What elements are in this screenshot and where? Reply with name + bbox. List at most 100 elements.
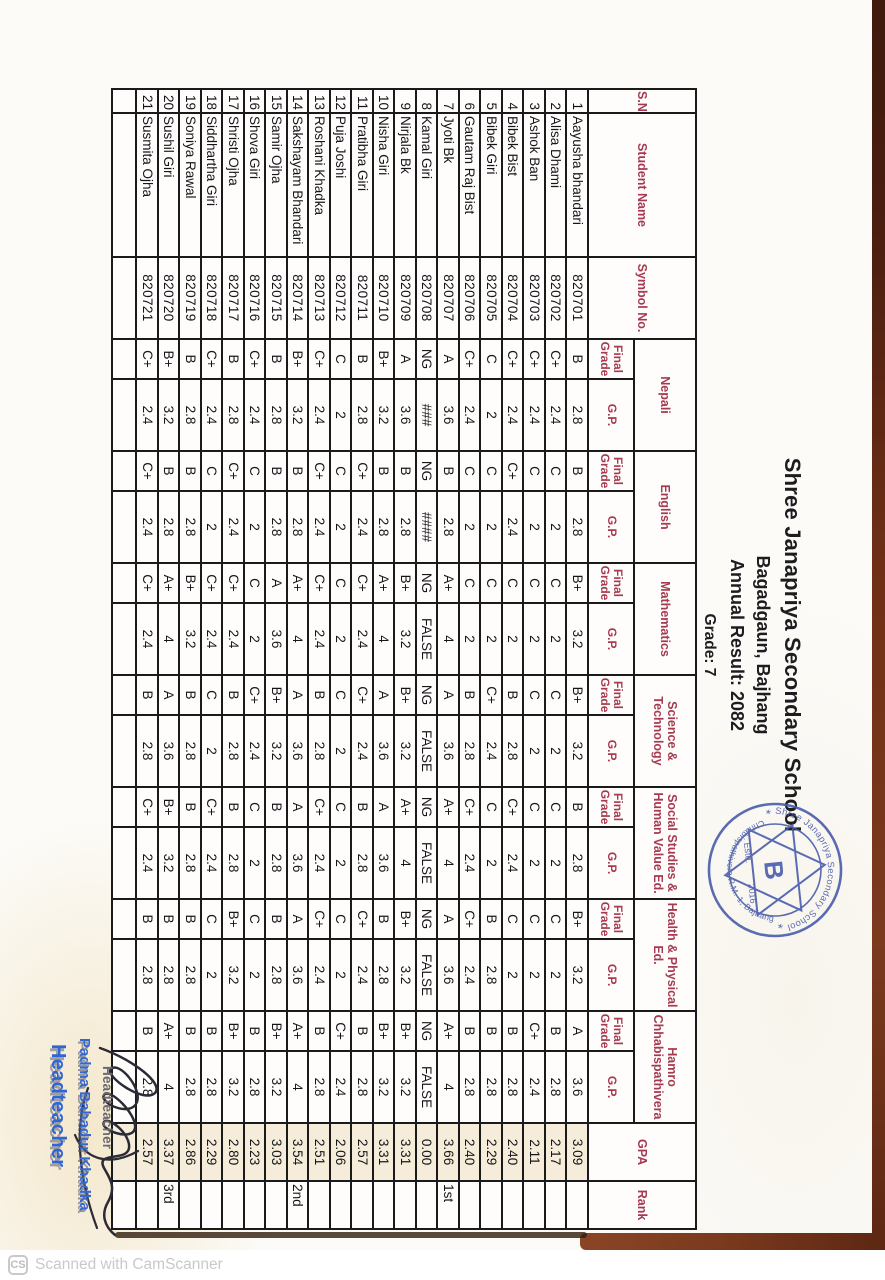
final-grade-cell: B+	[158, 339, 180, 379]
gp-cell: 2.4	[244, 379, 266, 452]
student-row: 13 Roshani Khadka 820713 C+ 2.4 C+ 2.4 C+ 2.4 B 2.…	[308, 89, 330, 1230]
gp-cell: 2.8	[179, 715, 201, 788]
final-grade-cell: B	[545, 1011, 567, 1052]
final-grade-cell: C	[244, 787, 266, 828]
student-row: 7 Jyoti Bk 820707 A 3.6 B 2.8 A+ 4 A 3.6 A+ 4 A 3.6 A+ 4…	[437, 89, 459, 1230]
symbol-no-cell: 820701	[566, 257, 588, 339]
final-grade-cell: B	[502, 1011, 524, 1052]
gp-cell: 2.4	[308, 603, 330, 676]
sn-cell: 11	[351, 89, 373, 113]
student-name-cell: Pratibha Giri	[351, 113, 373, 257]
camscanner-watermark-text: Scanned with CamScanner	[35, 1256, 223, 1273]
gp-cell: 2.8	[308, 715, 330, 788]
final-grade-cell: B	[136, 899, 158, 940]
gp-cell: 2.4	[459, 827, 481, 900]
final-grade-cell: C	[201, 451, 223, 492]
gp-cell: 2.4	[502, 491, 524, 564]
gp-cell: 4	[437, 827, 459, 900]
gpa-cell: 2.17	[545, 1123, 567, 1182]
results-table: S.N. Student Name Symbol No. Nepali English M…	[111, 88, 697, 1231]
final-grade-cell: C+	[308, 563, 330, 604]
header-final-grade: Final Grade	[588, 675, 634, 716]
final-grade-cell: B	[201, 1011, 223, 1052]
final-grade-cell: C	[545, 787, 567, 828]
gp-cell: 2	[201, 939, 223, 1012]
final-grade-cell: NG	[416, 1011, 438, 1052]
gp-cell: 2.8	[136, 715, 158, 788]
gp-cell: 2.8	[222, 827, 244, 900]
gp-cell: FALSE	[416, 827, 438, 900]
final-grade-cell: A	[287, 787, 309, 828]
final-grade-cell: A+	[437, 787, 459, 828]
header-gp: G.P.	[588, 715, 634, 788]
gp-cell: 2.4	[136, 603, 158, 676]
student-name-cell: Jyoti Bk	[437, 113, 459, 257]
sn-cell: 4	[502, 89, 524, 113]
final-grade-cell: C+	[136, 563, 158, 604]
gp-cell: 2.8	[179, 491, 201, 564]
symbol-no-cell: 820718	[201, 257, 223, 339]
final-grade-cell: C+	[459, 787, 481, 828]
student-name-cell: Siddhartha Giri	[201, 113, 223, 257]
camscanner-logo-icon: CS	[8, 1255, 28, 1275]
final-grade-cell: B	[373, 451, 395, 492]
gp-cell: 4	[287, 603, 309, 676]
final-grade-cell: B	[179, 339, 201, 379]
gp-cell: 2.8	[244, 1051, 266, 1124]
student-name-cell: Soniya Rawal	[179, 113, 201, 257]
gp-cell: 2.8	[459, 1051, 481, 1124]
rank-cell: 2nd	[287, 1181, 309, 1230]
gp-cell: 2	[502, 939, 524, 1012]
gp-cell: ####	[416, 491, 438, 564]
sn-cell: 1	[566, 89, 588, 113]
final-grade-cell: B+	[373, 1011, 395, 1052]
empty-cell	[112, 563, 137, 604]
gp-cell: 3.2	[265, 715, 287, 788]
rank-cell	[373, 1181, 395, 1230]
final-grade-cell: B+	[265, 1011, 287, 1052]
student-name-cell: Aayusha bhandari	[566, 113, 588, 257]
gp-cell: 2.8	[502, 1051, 524, 1124]
gp-cell: 2.8	[502, 715, 524, 788]
final-grade-cell: B	[351, 787, 373, 828]
gp-cell: 2.4	[480, 715, 502, 788]
gp-cell: 4	[437, 1051, 459, 1124]
final-grade-cell: C	[480, 563, 502, 604]
gp-cell: 4	[394, 827, 416, 900]
gp-cell: 3.2	[158, 827, 180, 900]
final-grade-cell: B	[566, 339, 588, 379]
empty-cell	[112, 451, 137, 492]
student-name-cell: Ashok Ban	[523, 113, 545, 257]
gpa-cell: 2.40	[459, 1123, 481, 1182]
gp-cell: 3.6	[158, 715, 180, 788]
final-grade-cell: A	[437, 899, 459, 940]
gp-cell: 3.2	[394, 603, 416, 676]
empty-cell	[112, 257, 137, 339]
school-stamp-seal: Shree Janapriya Secondary School Chhabis…	[707, 800, 842, 938]
final-grade-cell: C+	[330, 1011, 352, 1052]
gp-cell: 2	[330, 379, 352, 452]
gp-cell: 2.8	[373, 491, 395, 564]
student-name-cell: Susmita Ojha	[136, 113, 158, 257]
gp-cell: 3.2	[566, 603, 588, 676]
final-grade-cell: B	[351, 1011, 373, 1052]
final-grade-cell: NG	[416, 451, 438, 492]
final-grade-cell: C+	[502, 787, 524, 828]
gpa-cell: 2.51	[308, 1123, 330, 1182]
final-grade-cell: C+	[351, 899, 373, 940]
gp-cell: 2.8	[179, 939, 201, 1012]
final-grade-cell: A	[566, 1011, 588, 1052]
header-final-grade: Final Grade	[588, 563, 634, 604]
student-row: 10 Nisha Giri 820710 B+ 3.2 B 2.8 A+ 4 A 3.6 A 3.6 B 2…	[373, 89, 395, 1230]
final-grade-cell: B+	[394, 563, 416, 604]
final-grade-cell: C	[244, 899, 266, 940]
student-name-cell: Alisa Dhami	[545, 113, 567, 257]
final-grade-cell: B+	[158, 787, 180, 828]
rank-cell	[308, 1181, 330, 1230]
header-gp: G.P.	[588, 379, 634, 452]
symbol-no-cell: 820713	[308, 257, 330, 339]
final-grade-cell: C	[502, 563, 524, 604]
final-grade-cell: B	[222, 339, 244, 379]
gp-cell: 2.4	[523, 1051, 545, 1124]
